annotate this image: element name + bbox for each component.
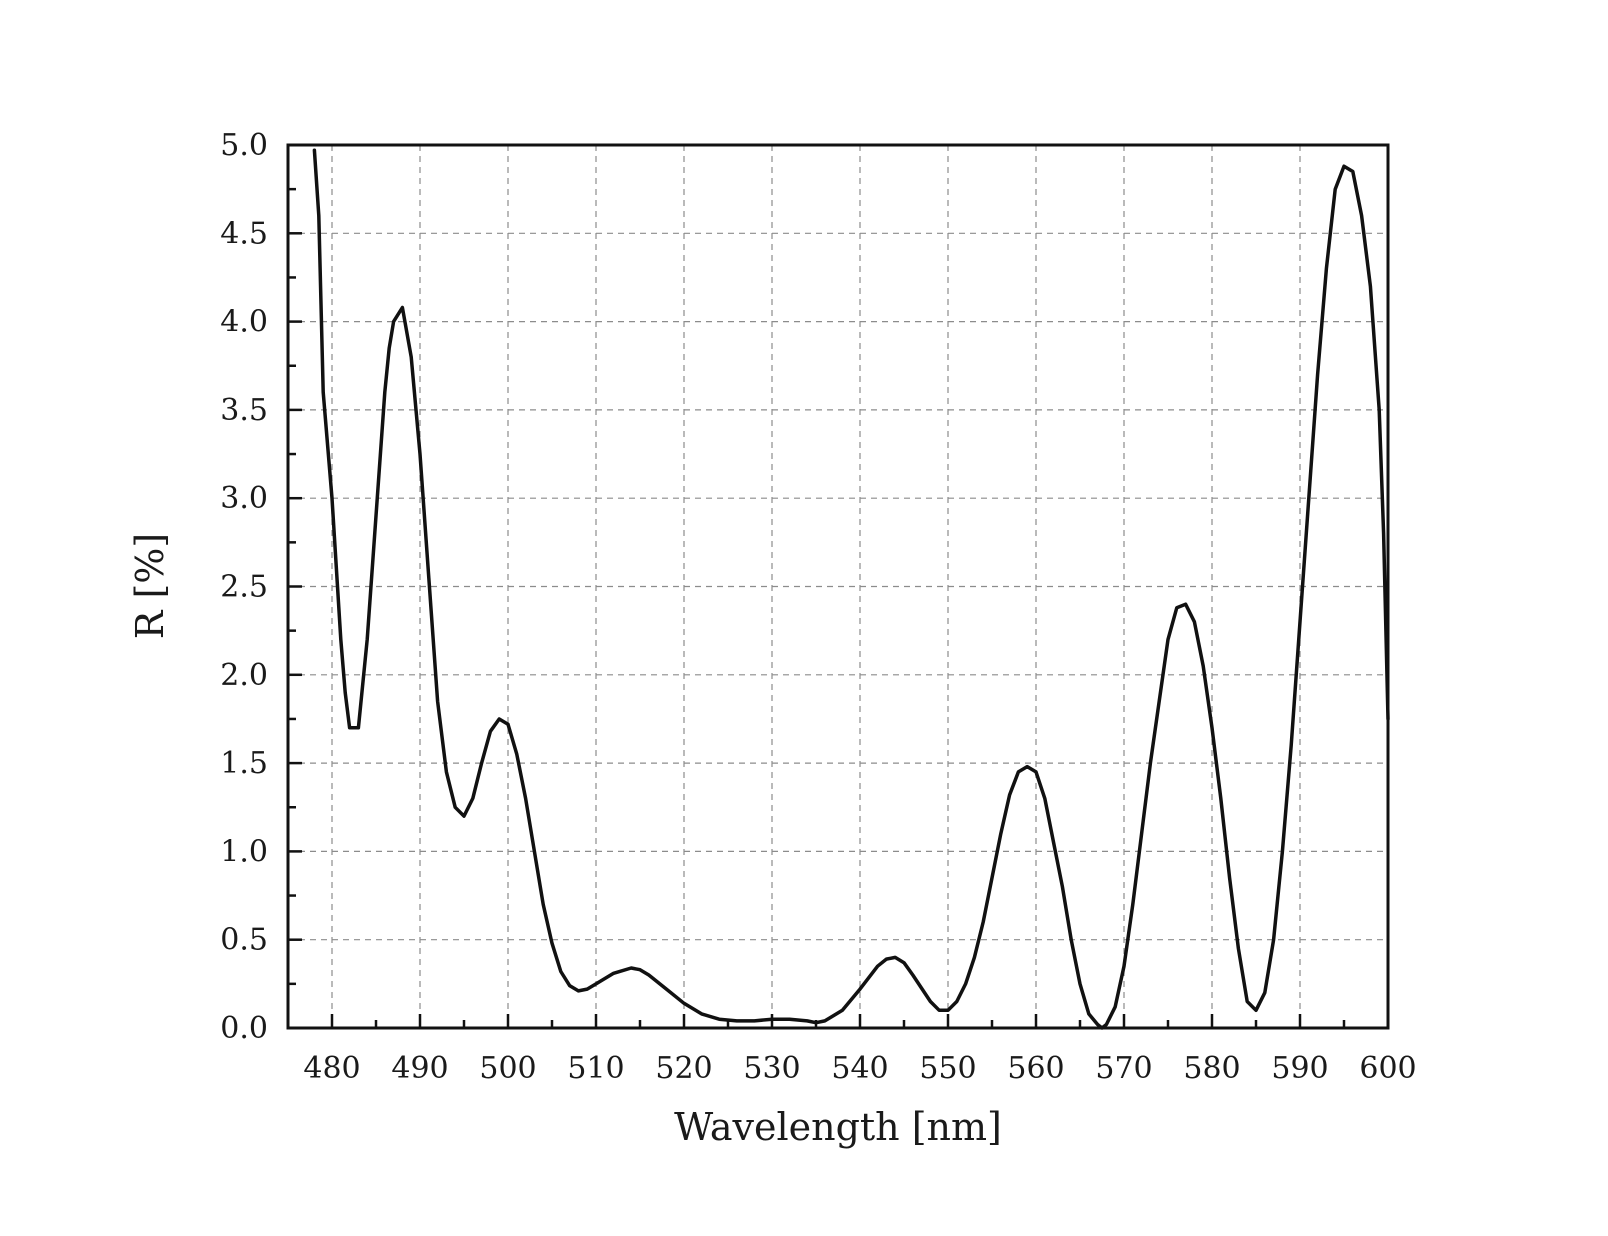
y-tick-label: 5.0 [220, 128, 268, 163]
x-tick-label: 560 [1007, 1051, 1064, 1086]
x-tick-label: 580 [1183, 1051, 1240, 1086]
x-tick-label: 570 [1095, 1051, 1152, 1086]
y-tick-labels: 0.0 0.5 1.0 1.5 2.0 2.5 3.0 3.5 4.0 4.5 5.0 [220, 128, 268, 1046]
y-tick-label: 2.0 [220, 658, 268, 693]
axis-ticks [286, 143, 1390, 1030]
y-tick-label: 1.0 [220, 834, 268, 869]
x-tick-label: 480 [303, 1051, 360, 1086]
x-tick-label: 600 [1359, 1051, 1416, 1086]
reflectance-curve [312, 148, 1390, 1030]
grid [288, 145, 1388, 1028]
y-tick-label: 0.0 [220, 1011, 268, 1046]
x-tick-label: 520 [655, 1051, 712, 1086]
x-tick-label: 550 [919, 1051, 976, 1086]
x-tick-labels: 480 490 500 510 520 530 540 550 560 570 580 590 600 [303, 1051, 1416, 1086]
y-tick-label: 3.5 [220, 393, 268, 428]
x-tick-label: 500 [479, 1051, 536, 1086]
y-axis-title: R [%] [128, 533, 172, 639]
x-tick-label: 510 [567, 1051, 624, 1086]
x-tick-label: 490 [391, 1051, 448, 1086]
x-tick-label: 540 [831, 1051, 888, 1086]
y-tick-label: 3.0 [220, 481, 268, 516]
y-tick-label: 1.5 [220, 746, 268, 781]
y-tick-label: 4.0 [220, 305, 268, 340]
x-tick-label: 530 [743, 1051, 800, 1086]
y-tick-label: 0.5 [220, 923, 268, 958]
x-tick-label: 590 [1271, 1051, 1328, 1086]
y-tick-label: 4.5 [220, 216, 268, 251]
y-tick-label: 2.5 [220, 570, 268, 605]
x-axis-title: Wavelength [nm] [674, 1105, 1002, 1149]
